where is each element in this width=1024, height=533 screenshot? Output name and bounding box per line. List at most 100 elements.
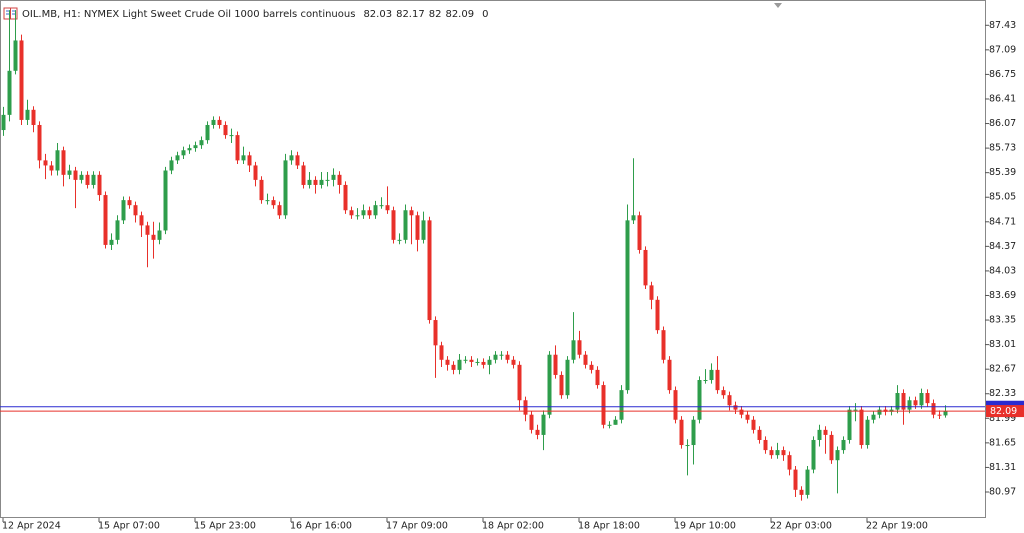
candle-body [319, 179, 324, 185]
candle-body [697, 380, 702, 420]
candle-body [595, 369, 600, 386]
candle-body [811, 439, 816, 470]
candle-body [445, 359, 450, 365]
candle-body [307, 179, 312, 185]
candle-body [835, 450, 840, 461]
candle-body [913, 400, 918, 406]
candle-body [439, 345, 444, 360]
candle-body [493, 354, 498, 360]
candle-body [235, 135, 240, 161]
candle-body [805, 469, 810, 495]
candle-body [31, 109, 36, 125]
candle-body [661, 330, 666, 360]
candle-body [259, 179, 264, 201]
candle-body [61, 150, 66, 175]
candle-body [463, 359, 468, 361]
candle-body [49, 165, 54, 171]
candle-body [457, 359, 462, 370]
candle-body [667, 359, 672, 391]
candle-body [763, 439, 768, 451]
candle-body [409, 210, 414, 216]
candle-body [583, 354, 588, 365]
candle-body [139, 215, 144, 226]
candle-body [619, 390, 624, 420]
candle-body [499, 354, 504, 356]
candle-body [325, 179, 330, 181]
candle-body [931, 403, 936, 415]
candle-body [373, 205, 378, 216]
candle-body [175, 155, 180, 161]
candle-body [481, 361, 486, 365]
candle-body [787, 455, 792, 470]
y-tick-label: 80.97 [989, 486, 1016, 497]
x-tick-label: 18 Apr 18:00 [578, 521, 640, 532]
candle-body [199, 140, 204, 146]
candle-body [709, 369, 714, 381]
candle-body [193, 145, 198, 149]
x-tick-label: 22 Apr 19:00 [866, 521, 928, 532]
candle-body [541, 414, 546, 435]
candle-body [43, 160, 48, 166]
candle-body [529, 414, 534, 430]
candle-body [841, 439, 846, 451]
candle-body [397, 239, 402, 241]
candle-body [859, 409, 864, 446]
candle-body [739, 409, 744, 415]
y-tick-label: 81.99 [989, 413, 1016, 424]
candle-body [505, 354, 510, 360]
candle-body [937, 414, 942, 416]
candle-body [757, 429, 762, 440]
y-tick-label: 82.67 [989, 364, 1016, 375]
candle-body [79, 174, 84, 180]
candle-body [355, 215, 360, 217]
x-tick-label: 19 Apr 10:00 [674, 521, 736, 532]
candle-body [877, 409, 882, 415]
candle-body [283, 160, 288, 216]
candle-body [469, 359, 474, 362]
candle-body [637, 215, 642, 250]
candle-body [607, 424, 612, 426]
symbol-icon [3, 7, 18, 20]
title-text: OIL.MB, H1: NYMEX Light Sweet Crude Oil … [22, 9, 355, 20]
y-tick-label: 81.65 [989, 437, 1016, 448]
candle-body [97, 174, 102, 196]
candle-body [589, 364, 594, 370]
candle-body [517, 364, 522, 401]
candle-body [7, 70, 12, 115]
y-tick-label: 85.73 [989, 143, 1016, 154]
candle-body [673, 390, 678, 420]
candle-body [925, 393, 930, 404]
candle-body [169, 160, 174, 171]
candle-body [91, 174, 96, 185]
candle-body [745, 414, 750, 420]
candle-body [799, 489, 804, 495]
candle-body [133, 205, 138, 216]
candle-body [229, 135, 234, 137]
candle-body [253, 165, 258, 180]
candle-body [823, 429, 828, 435]
candle-body [295, 155, 300, 166]
y-tick-label: 85.05 [989, 192, 1016, 203]
candle-body [625, 220, 630, 391]
candle-body [415, 215, 420, 240]
candle-body [187, 148, 192, 151]
candle-body [217, 119, 222, 125]
x-tick-label: 22 Apr 03:00 [770, 521, 832, 532]
candle-body [157, 230, 162, 240]
candle-body [847, 409, 852, 440]
candle-body [727, 395, 732, 406]
candle-body [349, 210, 354, 216]
candle-body [511, 359, 516, 365]
y-tick-label: 85.39 [989, 167, 1016, 178]
candle-body [679, 419, 684, 446]
ohlc-volume: 0 [482, 9, 488, 20]
y-tick-label: 83.35 [989, 315, 1016, 326]
candle-body [865, 419, 870, 446]
candle-body [55, 150, 60, 171]
candle-body [829, 434, 834, 461]
candle-body [655, 299, 660, 331]
candle-body [403, 210, 408, 240]
x-tick-label: 17 Apr 09:00 [386, 521, 448, 532]
candle-body [151, 234, 156, 240]
